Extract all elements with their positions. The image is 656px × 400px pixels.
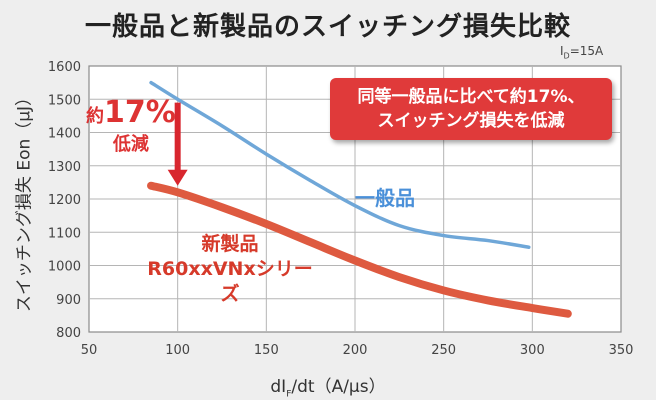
arrow-head xyxy=(167,169,188,186)
y-tick-label: 1100 xyxy=(48,226,81,241)
series-label-new: 新製品 R60xxVNxシリーズ xyxy=(147,233,313,305)
y-tick-label: 800 xyxy=(56,326,81,341)
x-axis-label: dIF/dt（A/µs） xyxy=(270,377,386,400)
x-tick-label: 300 xyxy=(520,343,545,358)
measurement-condition: ID=15A xyxy=(560,44,604,61)
reduction-arrow xyxy=(167,102,188,186)
reduction-suffix: 低減 xyxy=(112,134,149,155)
y-tick-label: 900 xyxy=(56,293,81,308)
x-tick-label: 150 xyxy=(254,343,279,358)
y-tick-label: 1200 xyxy=(48,193,81,208)
y-tick-label: 1400 xyxy=(48,127,81,142)
callout-line-2: スイッチング損失を低減 xyxy=(377,111,565,131)
series-label-general: 一般品 xyxy=(355,186,415,210)
callout-box: 同等一般品に比べて約17%、 スイッチング損失を低減 xyxy=(330,78,612,140)
series-line-general xyxy=(149,80,531,249)
reduction-prefix: 約 xyxy=(86,106,104,127)
y-tick-label: 1500 xyxy=(48,93,81,108)
callout-line-1: 同等一般品に比べて約17%、 xyxy=(357,87,585,107)
y-axis-label: スイッチング損失 Eon（µJ） xyxy=(14,88,35,313)
x-tick-labels: 50 100 150 200 250 300 350 xyxy=(81,343,634,358)
reduction-value: 17% xyxy=(104,95,176,130)
x-tick-label: 200 xyxy=(343,343,368,358)
x-tick-label: 250 xyxy=(431,343,456,358)
series-lines xyxy=(147,80,572,318)
x-tick-label: 350 xyxy=(609,343,634,358)
series-line-new xyxy=(147,181,572,318)
x-tick-label: 100 xyxy=(165,343,190,358)
x-tick-label: 50 xyxy=(81,343,98,358)
reduction-annotation: 約17% 低減 xyxy=(86,95,176,156)
y-tick-labels: 800 900 1000 1100 1200 1300 1400 1500 1600 xyxy=(48,60,81,341)
y-tick-label: 1600 xyxy=(48,60,81,75)
chart-title: 一般品と新製品のスイッチング損失比較 xyxy=(84,12,571,42)
y-tick-label: 1000 xyxy=(48,260,81,275)
y-tick-label: 1300 xyxy=(48,160,81,175)
